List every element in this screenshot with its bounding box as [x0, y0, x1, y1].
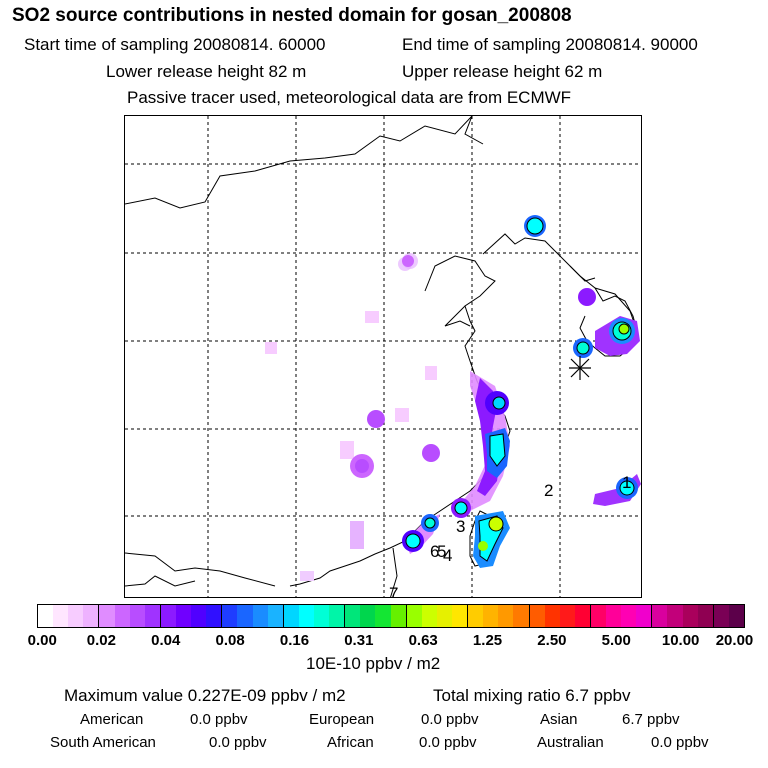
colorbar-swatch [451, 605, 469, 627]
colorbar-swatch [513, 605, 530, 627]
colorbar-tick-label: 0.63 [408, 632, 438, 649]
lat-lon-grid [125, 116, 641, 597]
region-european-label: European [309, 711, 375, 728]
region-african-label: African [327, 734, 374, 751]
colorbar-swatch [728, 605, 745, 627]
region-asian-value: 6.7 ppbv [622, 711, 680, 728]
colorbar-tick-label: 0.00 [27, 632, 57, 649]
colorbar-tick-label: 0.16 [279, 632, 310, 649]
colorbar-swatch [53, 605, 69, 627]
colorbar-swatch [252, 605, 268, 627]
colorbar-swatch [544, 605, 560, 627]
colorbar-swatch [529, 605, 545, 627]
colorbar-swatch [114, 605, 130, 627]
colorbar-swatch [590, 605, 607, 627]
colorbar-swatch [483, 605, 499, 627]
colorbar-swatch [606, 605, 622, 627]
colorbar-swatch [468, 605, 484, 627]
colorbar-swatch [697, 605, 714, 627]
colorbar-swatch [375, 605, 391, 627]
colorbar-swatch [345, 605, 361, 627]
tracer-concentration-plumes [265, 215, 641, 581]
colorbar-tick-label: 10.00 [661, 632, 700, 649]
map-svg: 1 2 3 4 5 6 7 [125, 116, 641, 598]
source-label: 6 [430, 542, 439, 561]
region-australian-value: 0.0 ppbv [651, 734, 709, 751]
colorbar-swatch [621, 605, 637, 627]
source-label: 7 [389, 584, 398, 598]
colorbar-tick-label: 1.25 [472, 632, 503, 649]
colorbar-swatch [237, 605, 253, 627]
region-african-value: 0.0 ppbv [419, 734, 477, 751]
colorbar-swatch [298, 605, 314, 627]
source-label: 2 [544, 481, 553, 500]
colorbar-tick-label: 0.08 [215, 632, 245, 649]
region-european-value: 0.0 ppbv [421, 711, 479, 728]
colorbar-swatch [360, 605, 376, 627]
colorbar-swatch [129, 605, 145, 627]
colorbar-swatch [206, 605, 223, 627]
colorbar-swatch [267, 605, 284, 627]
colorbar-swatch [652, 605, 668, 627]
colorbar-swatch [83, 605, 100, 627]
region-american-label: American [80, 711, 144, 728]
region-south-american-value: 0.0 ppbv [209, 734, 267, 751]
colorbar-swatch [175, 605, 192, 627]
lower-height-label: Lower release height 82 m [106, 62, 307, 81]
colorbar-swatch [713, 605, 729, 627]
colorbar-swatch [436, 605, 452, 627]
colorbar-swatch [421, 605, 437, 627]
colorbar [37, 604, 745, 628]
colorbar-tick-label: 0.31 [344, 632, 374, 649]
tracer-note: Passive tracer used, meteorological data… [127, 88, 572, 107]
colorbar-swatch [574, 605, 591, 627]
region-australian-label: Australian [537, 734, 604, 751]
colorbar-swatch [559, 605, 575, 627]
colorbar-swatch [406, 605, 422, 627]
colorbar-swatch [144, 605, 161, 627]
maximum-value: Maximum value 0.227E-09 ppbv / m2 [64, 686, 346, 705]
source-label: 3 [456, 517, 465, 536]
region-asian-label: Asian [540, 711, 578, 728]
source-label: 5 [437, 542, 446, 561]
colorbar-tick-label: 0.02 [86, 632, 116, 649]
upper-height-label: Upper release height 62 m [402, 62, 603, 81]
colorbar-swatch [160, 605, 176, 627]
colorbar-swatch [636, 605, 653, 627]
colorbar-swatch [682, 605, 698, 627]
region-south-american-label: South American [50, 734, 156, 751]
total-mixing-ratio: Total mixing ratio 6.7 ppbv [433, 686, 631, 705]
colorbar-swatch [68, 605, 84, 627]
map-panel: 1 2 3 4 5 6 7 [124, 115, 642, 598]
colorbar-swatch [99, 605, 115, 627]
colorbar-swatch [313, 605, 330, 627]
colorbar-tick-label: 2.50 [537, 632, 567, 649]
colorbar-tick-label: 20.00 [715, 632, 754, 649]
region-american-value: 0.0 ppbv [190, 711, 248, 728]
receptor-star-icon [569, 356, 591, 380]
source-label: 1 [622, 473, 631, 492]
end-time-label: End time of sampling 20080814. 90000 [402, 35, 698, 54]
colorbar-tick-label: 5.00 [601, 632, 631, 649]
colorbar-unit: 10E-10 ppbv / m2 [306, 654, 441, 673]
colorbar-tick-label: 0.04 [151, 632, 181, 649]
page-title: SO2 source contributions in nested domai… [12, 5, 572, 26]
source-label: 4 [443, 546, 452, 565]
start-time-label: Start time of sampling 20080814. 60000 [24, 35, 326, 54]
colorbar-swatch [222, 605, 238, 627]
colorbar-swatch [38, 605, 54, 627]
colorbar-swatch [329, 605, 346, 627]
colorbar-swatch [667, 605, 683, 627]
colorbar-swatch [390, 605, 407, 627]
colorbar-swatch [283, 605, 299, 627]
colorbar-swatch [498, 605, 514, 627]
colorbar-swatch [191, 605, 207, 627]
